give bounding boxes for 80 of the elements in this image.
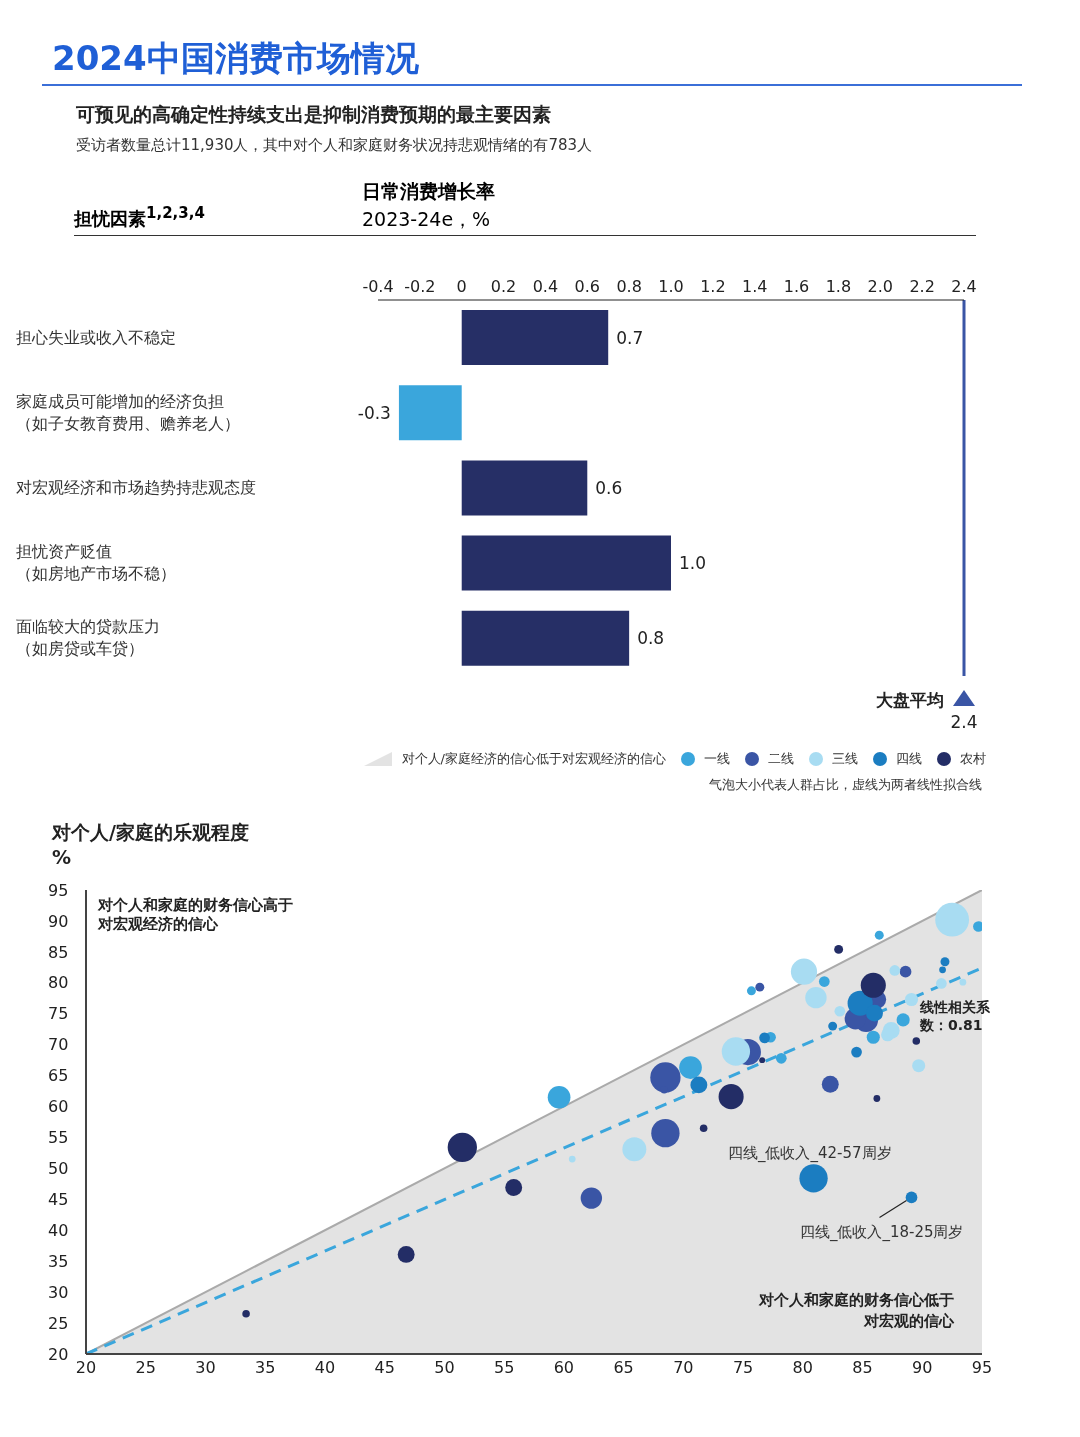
- y-tick-label: 45: [48, 1190, 69, 1210]
- x-tick-label: 95: [971, 1358, 993, 1378]
- text: 气泡大小代表人群占比，虚线为两者线性拟合线: [708, 776, 983, 794]
- legend-label: 大盘平均: [876, 690, 944, 710]
- x-tick-label: 30: [195, 1358, 216, 1378]
- bar: [398, 385, 462, 441]
- y-tick-label: 95: [48, 880, 69, 900]
- bar: [461, 610, 630, 666]
- x-axis-title: 日常消费增长率 2023-24e，%: [362, 179, 495, 232]
- x-tick-label: 90: [912, 1358, 933, 1378]
- x-tick-label: 55: [493, 1358, 515, 1378]
- data-label: 0.8: [637, 628, 665, 649]
- x-tick-label: 2.2: [909, 277, 935, 296]
- y-tick-label: 80: [48, 973, 69, 993]
- x-tick-label: 80: [792, 1358, 813, 1378]
- data-label: -0.3: [357, 402, 391, 423]
- annotation: 对个人和家庭的财务信心低于对宏观的信心: [758, 1290, 954, 1332]
- bar: [461, 310, 609, 365]
- x-tick-label: 85: [852, 1358, 873, 1378]
- x-tick-label: 1.8: [825, 277, 852, 296]
- y-tick-label: 65: [48, 1066, 69, 1086]
- y-tick-label: 90: [48, 911, 69, 931]
- y-tick-label: 55: [48, 1128, 69, 1148]
- y-tick-label: 30: [48, 1282, 69, 1302]
- chart-subtitle: 可预见的高确定性持续支出是抑制消费预期的最主要因素: [75, 102, 552, 127]
- x-tick-label: 2.0: [867, 277, 894, 296]
- y-tick-label: 35: [48, 1251, 69, 1271]
- x-tick-label: 50: [434, 1358, 455, 1378]
- legend-label: 农村: [960, 750, 986, 768]
- annotation: 四线_低收入_42-57周岁: [727, 1144, 892, 1164]
- x-tick-label: 35: [255, 1358, 276, 1378]
- y-tick-label: 75: [48, 1004, 69, 1024]
- annotation: 线性相关系数：0.81: [920, 998, 991, 1034]
- y-axis-title: 担忧因素$^{1,2,3,4}$: [74, 204, 205, 231]
- y-tick-label: 家庭成员可能增加的经济负担（如子女教育费用、赡养老人）: [16, 391, 240, 433]
- legend-label: 二线: [768, 750, 794, 768]
- x-tick-label: 40: [314, 1358, 336, 1378]
- text: 2.4: [950, 712, 978, 732]
- x-tick-label: -0.2: [404, 277, 436, 296]
- y-tick-label: 50: [48, 1159, 69, 1179]
- x-tick-label: 1.0: [658, 277, 684, 296]
- y-tick-label: 25: [48, 1313, 69, 1333]
- y-tick-label: 对宏观经济和市场趋势持悲观态度: [16, 478, 256, 497]
- x-tick-label: 0.6: [574, 277, 601, 296]
- y-tick-label: 面临较大的贷款压力（如房贷或车贷）: [16, 617, 160, 659]
- y-tick-label: 40: [48, 1220, 69, 1240]
- legend-label: 三线: [832, 750, 858, 768]
- y-tick-label: 担忧资产贬值（如房地产市场不稳）: [16, 542, 176, 584]
- data-label: 1.0: [679, 553, 707, 574]
- legend-label: 四线: [896, 750, 922, 768]
- data-label: 0.7: [616, 327, 644, 348]
- x-tick-label: -0.4: [362, 277, 394, 296]
- data-label: 0.6: [595, 477, 623, 498]
- x-tick-label: 45: [374, 1358, 395, 1378]
- x-tick-label: 0.8: [616, 277, 642, 296]
- y-tick-label: 85: [48, 942, 69, 962]
- x-tick-label: 65: [613, 1358, 634, 1378]
- bar: [461, 460, 588, 516]
- x-tick-label: 75: [732, 1358, 754, 1378]
- x-tick-label: 1.4: [741, 277, 768, 296]
- text: 受访者数量总计11,930人，其中对个人和家庭财务状况持悲观情绪的有783人: [75, 135, 594, 155]
- y-tick-label: 60: [48, 1097, 69, 1117]
- annotation: 对个人和家庭的财务信心高于对宏观经济的信心: [98, 896, 294, 934]
- x-tick-label: 0.2: [490, 277, 517, 296]
- y-tick-label: 20: [48, 1344, 69, 1364]
- annotation: 四线_低收入_18-25周岁: [799, 1223, 964, 1243]
- x-tick-label: 0: [456, 277, 467, 296]
- legend-label: 一线: [704, 750, 730, 768]
- x-tick-label: 1.6: [783, 277, 810, 296]
- bar: [461, 535, 671, 591]
- y-tick-label: 70: [48, 1035, 69, 1055]
- legend-label: 对个人/家庭经济的信心低于对宏观经济的信心: [401, 750, 666, 768]
- x-tick-label: 60: [553, 1358, 575, 1378]
- x-tick-label: 1.2: [700, 277, 726, 296]
- y-tick-label: 担心失业或收入不稳定: [16, 327, 176, 347]
- y-axis-title: 对个人/家庭的乐观程度 %: [52, 820, 250, 870]
- x-tick-label: 0.4: [532, 277, 559, 296]
- x-tick-label: 2.4: [951, 277, 977, 296]
- chart-title: 2024中国消费市场情况: [51, 37, 420, 80]
- x-tick-label: 70: [673, 1358, 694, 1378]
